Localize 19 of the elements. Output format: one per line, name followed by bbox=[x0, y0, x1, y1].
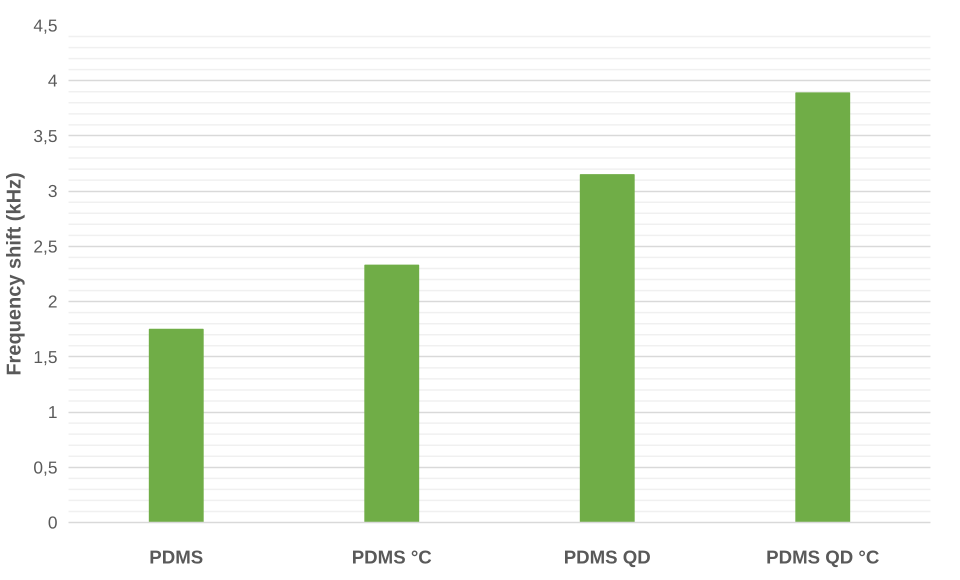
y-axis-title: Frequency shift (kHz) bbox=[3, 172, 26, 376]
y-tick-label: 3,5 bbox=[33, 126, 58, 146]
x-tick-label: PDMS QD bbox=[564, 546, 651, 568]
y-tick-label: 4 bbox=[48, 70, 58, 91]
x-tick-label: PDMS QD °C bbox=[766, 546, 880, 568]
bar bbox=[364, 264, 420, 522]
y-tick-label: 1 bbox=[48, 402, 58, 422]
y-tick-label: 4,5 bbox=[33, 16, 58, 36]
bar bbox=[148, 328, 204, 522]
y-tick-label: 2,5 bbox=[33, 236, 58, 256]
x-tick-label: PDMS bbox=[149, 546, 204, 568]
y-tick-label: 1,5 bbox=[33, 346, 58, 367]
x-tick-label: PDMS °C bbox=[352, 546, 432, 568]
y-tick-label: 3 bbox=[48, 181, 58, 202]
y-tick-label: 2 bbox=[48, 292, 58, 312]
bar bbox=[795, 92, 850, 522]
bar bbox=[580, 174, 635, 522]
y-tick-label: 0 bbox=[48, 512, 58, 532]
y-tick-label: 0,5 bbox=[33, 457, 58, 478]
